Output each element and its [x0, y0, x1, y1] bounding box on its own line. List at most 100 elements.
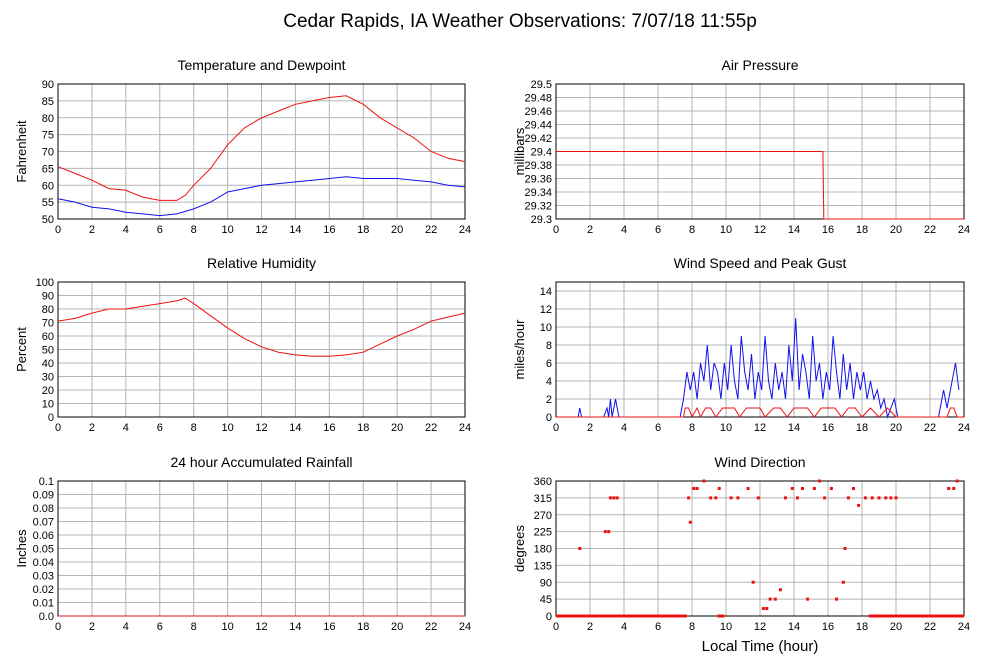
x-tick-label: 20 [890, 422, 902, 434]
data-point [884, 496, 888, 500]
x-tick-label: 4 [621, 422, 627, 434]
y-axis-label: degrees [512, 525, 527, 572]
x-tick-label: 0 [55, 621, 61, 633]
x-tick-label: 18 [856, 422, 868, 434]
x-tick-label: 10 [720, 422, 732, 434]
data-point [841, 580, 845, 584]
data-point [784, 496, 787, 500]
chart-title: Temperature and Dewpoint [177, 57, 345, 73]
y-tick-label: 100 [36, 277, 54, 289]
x-tick-label: 8 [191, 422, 197, 434]
y-tick-label: 29.36 [524, 174, 552, 186]
x-tick-label: 6 [157, 224, 163, 236]
x-tick-label: 24 [958, 224, 970, 236]
y-tick-label: 135 [534, 560, 552, 572]
y-tick-label: 0.01 [33, 598, 54, 610]
x-tick-label: 22 [924, 621, 936, 633]
x-tick-label: 10 [221, 224, 233, 236]
x-tick-label: 14 [788, 621, 800, 633]
x-tick-label: 6 [655, 621, 661, 633]
x-tick-label: 16 [323, 224, 335, 236]
x-tick-label: 18 [856, 621, 868, 633]
y-tick-label: 315 [534, 493, 552, 505]
data-point [736, 496, 740, 500]
y-tick-label: 29.46 [524, 106, 552, 118]
y-tick-label: 65 [42, 163, 54, 175]
y-tick-label: 0 [546, 412, 552, 424]
x-tick-label: 2 [587, 621, 593, 633]
y-tick-label: 0.04 [33, 557, 54, 569]
plot-frame [555, 480, 965, 617]
series-line-blue [57, 176, 466, 217]
y-tick-label: 0 [546, 611, 552, 623]
y-axis-label: Inches [14, 529, 29, 568]
y-tick-label: 0.0 [39, 611, 54, 623]
x-tick-label: 6 [157, 621, 163, 633]
x-tick-label: 18 [856, 224, 868, 236]
y-tick-label: 225 [534, 527, 552, 539]
x-tick-label: 12 [255, 422, 267, 434]
x-tick-label: 6 [157, 422, 163, 434]
x-axis-label: Local Time (hour) [702, 638, 819, 655]
y-tick-label: 75 [42, 130, 54, 142]
y-tick-label: 80 [42, 113, 54, 125]
y-tick-label: 55 [42, 197, 54, 209]
data-point [877, 496, 881, 500]
x-tick-label: 16 [323, 422, 335, 434]
y-tick-label: 8 [546, 340, 552, 352]
data-point [729, 496, 733, 500]
y-tick-label: 0.07 [33, 517, 54, 529]
x-tick-label: 10 [221, 422, 233, 434]
data-point [751, 580, 755, 584]
x-tick-label: 2 [587, 422, 593, 434]
y-tick-label: 29.44 [524, 120, 552, 132]
data-point [702, 479, 706, 483]
y-tick-label: 29.34 [524, 187, 552, 199]
x-tick-label: 8 [191, 224, 197, 236]
data-point [615, 496, 619, 500]
data-point [812, 487, 816, 490]
data-point [889, 496, 893, 500]
y-tick-label: 60 [42, 331, 54, 343]
data-point [688, 520, 692, 524]
y-tick-label: 0 [48, 412, 54, 424]
x-tick-label: 4 [123, 422, 129, 434]
data-point [829, 487, 833, 490]
y-tick-label: 60 [42, 180, 54, 192]
y-tick-label: 180 [534, 544, 552, 556]
x-tick-label: 0 [55, 422, 61, 434]
y-tick-label: 0.05 [33, 544, 54, 556]
calm-direction-band [868, 614, 964, 618]
data-point [843, 547, 847, 550]
x-tick-label: 16 [822, 621, 834, 633]
y-tick-label: 29.32 [524, 201, 552, 213]
chart-title: 24 hour Accumulated Rainfall [170, 454, 352, 470]
x-tick-label: 12 [255, 224, 267, 236]
y-tick-label: 90 [42, 291, 54, 303]
data-point [695, 487, 699, 490]
x-tick-label: 24 [958, 621, 970, 633]
y-axis-label: Fahrenheit [14, 120, 29, 183]
x-tick-label: 2 [89, 422, 95, 434]
data-point [806, 597, 810, 601]
x-tick-label: 12 [754, 422, 766, 434]
x-tick-label: 20 [391, 224, 403, 236]
y-tick-label: 0.06 [33, 530, 54, 542]
y-tick-label: 40 [42, 358, 54, 370]
x-tick-label: 6 [655, 422, 661, 434]
x-tick-label: 24 [459, 621, 471, 633]
x-tick-label: 24 [459, 422, 471, 434]
x-tick-label: 12 [754, 224, 766, 236]
x-tick-label: 20 [890, 621, 902, 633]
y-axis-label: miles/hour [512, 319, 527, 380]
x-tick-label: 24 [958, 422, 970, 434]
plot-frame [57, 83, 466, 220]
y-tick-label: 29.5 [531, 79, 552, 91]
series-line-red [57, 297, 466, 357]
series-line-red [556, 151, 964, 220]
y-tick-label: 10 [540, 322, 552, 334]
